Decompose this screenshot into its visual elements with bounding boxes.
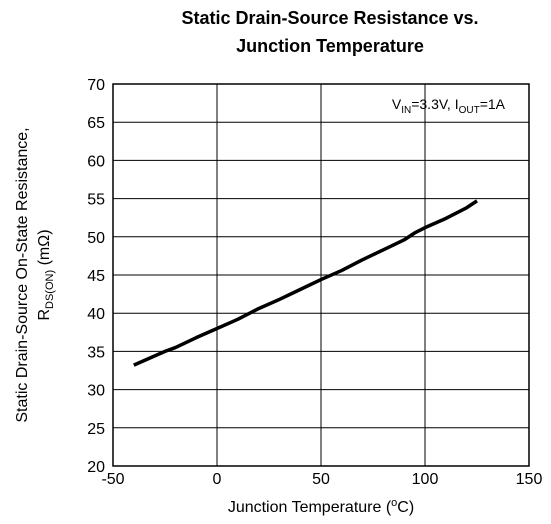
x-label-sup: o (391, 497, 397, 509)
chart-title: Junction Temperature (236, 36, 424, 56)
y-label-sub: DS(ON) (44, 270, 56, 309)
annotation-part: =1A (480, 96, 506, 112)
y-tick-label: 35 (87, 344, 105, 361)
y-tick-label: 55 (87, 192, 105, 209)
x-tick-label: 150 (516, 471, 543, 488)
y-tick-label: 70 (87, 77, 105, 94)
x-label-part: C) (397, 499, 414, 516)
y-tick-label: 40 (87, 306, 105, 323)
y-tick-label: 60 (87, 153, 105, 170)
data-line (133, 199, 478, 367)
x-tick-label: 0 (213, 471, 222, 488)
annotation-part: V (392, 96, 402, 112)
y-label-part: R (36, 309, 53, 321)
y-axis-label: Static Drain-Source On-State Resistance,… (14, 127, 56, 422)
y-label-line: Static Drain-Source On-State Resistance, (14, 127, 31, 422)
annotation-sub: OUT (459, 105, 480, 116)
y-tick-label: 30 (87, 383, 105, 400)
y-tick-label: 50 (87, 230, 105, 247)
chart-title: Static Drain-Source Resistance vs. (181, 8, 478, 28)
y-tick-label: 25 (87, 421, 105, 438)
y-tick-label: 65 (87, 115, 105, 132)
x-axis-label: Junction Temperature (oC) (228, 497, 414, 516)
x-tick-label: 50 (312, 471, 330, 488)
plot-border (112, 83, 530, 467)
y-tick-label: 20 (87, 459, 105, 476)
y-label-line: RDS(ON) (mΩ) (36, 229, 56, 320)
x-tick-label: 100 (412, 471, 439, 488)
x-label-part: Junction Temperature ( (228, 499, 392, 516)
annotation-part: =3.3V, I (411, 96, 458, 112)
annotation-sub: IN (401, 105, 411, 116)
y-label-part: (mΩ) (36, 229, 53, 269)
annotation: VIN=3.3V, IOUT=1A (392, 96, 506, 116)
x-tick-label: -50 (101, 471, 124, 488)
y-tick-label: 45 (87, 268, 105, 285)
